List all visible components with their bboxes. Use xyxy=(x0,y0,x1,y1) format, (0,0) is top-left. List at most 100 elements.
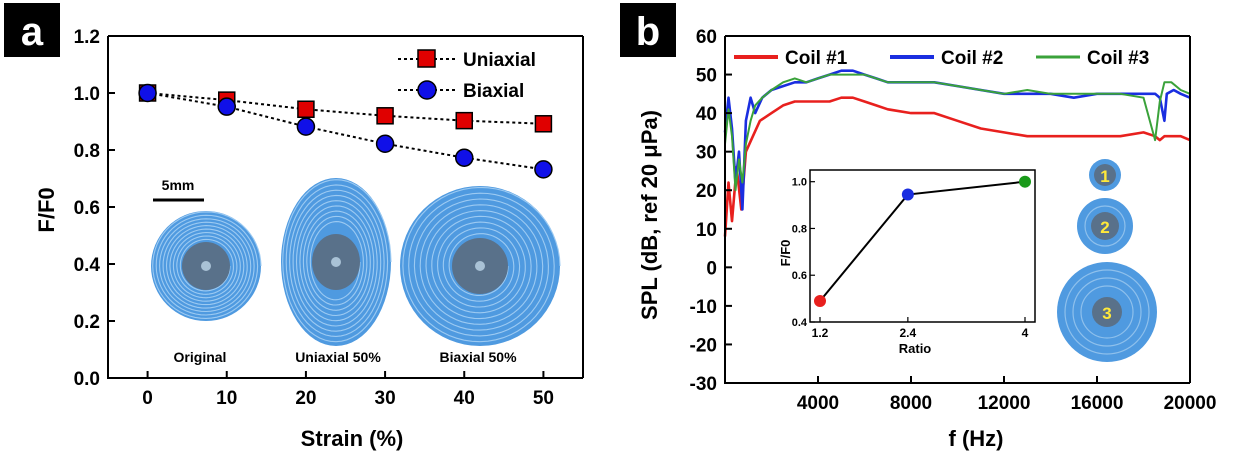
coil-3-picture: 3 xyxy=(1057,262,1157,362)
panel-a-xtick-label: 30 xyxy=(375,388,396,409)
panel-b-ylabel-group: SPL (dB, ref 20 μPa) xyxy=(637,110,662,320)
inset-frame xyxy=(809,169,1036,323)
panel-b-xtick-label: 20000 xyxy=(1164,393,1217,414)
data-point-biaxial xyxy=(138,83,157,103)
panel-a-plot-area: 0.0 0.2 0.4 0.6 0.8 1.0 1.2 0 10 20 30 40 50 xyxy=(74,27,584,409)
panel-a-xtick-label: 0 xyxy=(142,388,153,409)
spiral-line xyxy=(282,179,392,343)
panel-b-xtick-label: 4000 xyxy=(797,393,839,414)
panel-b: b -30 -20 -10 0 10 20 30 40 50 60 4000 8000 12000 160… xyxy=(620,3,1216,451)
panel-b-xlabel: f (Hz) xyxy=(949,426,1004,451)
inset-ytick-label: 1.0 xyxy=(792,177,807,189)
legend-uniaxial-marker xyxy=(417,49,436,68)
caption-biaxial: Biaxial 50% xyxy=(439,349,517,365)
panel-b-xtick-label: 16000 xyxy=(1071,393,1124,414)
coil-biaxial xyxy=(400,186,561,346)
panel-a-series-line-0 xyxy=(147,92,544,125)
scale-bar-label: 5mm xyxy=(162,177,195,193)
caption-original: Original xyxy=(174,349,227,365)
panel-b-ytick-label: 60 xyxy=(696,27,717,48)
inset-plot-area: 0.4 0.6 0.8 1.0 1.2 2.4 4 xyxy=(792,169,1036,340)
coil-1-picture: 1 xyxy=(1089,159,1121,191)
coil-2-picture: 2 xyxy=(1077,198,1133,254)
panel-a-label-box xyxy=(4,3,60,57)
inset-ylabel: F/F0 xyxy=(778,240,793,267)
data-point-uniaxial xyxy=(455,111,473,130)
panel-a-legend: Uniaxial Biaxial xyxy=(398,49,536,102)
data-point-biaxial xyxy=(375,134,395,153)
inset-xtick-label: 2.4 xyxy=(900,326,917,340)
panel-b-ytick-label: -20 xyxy=(690,335,717,356)
panel-b-label-box xyxy=(620,3,676,57)
data-point-uniaxial xyxy=(297,100,315,118)
panel-b-ytick-label: 50 xyxy=(696,66,717,87)
panel-b-xtick-label: 8000 xyxy=(890,393,932,414)
inset-ylabel-group: F/F0 xyxy=(778,240,793,267)
panel-b-xtick-label: 12000 xyxy=(978,393,1031,414)
data-point-biaxial xyxy=(217,97,236,116)
legend-biaxial-marker xyxy=(417,80,437,100)
panel-a-ylabel: F/F0 xyxy=(34,187,59,232)
panel-b-ytick-label: -30 xyxy=(690,374,717,395)
coil-2-label: 2 xyxy=(1100,218,1109,237)
inset-ytick-label: 0.6 xyxy=(792,270,807,282)
coil-original xyxy=(151,211,262,321)
inset-point-3 xyxy=(1019,175,1031,188)
panel-a-ytick-label: 0.2 xyxy=(74,312,100,333)
panel-b-coil-pictures: 1 2 3 xyxy=(1057,159,1157,362)
spiral-line xyxy=(152,211,262,319)
coil-uniaxial xyxy=(281,178,392,346)
panel-b-legend: Coil #1 Coil #2 Coil #3 xyxy=(734,48,1149,69)
panel-a-ytick-label: 0.6 xyxy=(74,198,100,219)
panel-a-ylabel-group: F/F0 xyxy=(34,187,59,232)
panel-a-xtick-label: 10 xyxy=(216,388,237,409)
panel-b-label: b xyxy=(636,10,660,54)
panel-b-ytick-label: 20 xyxy=(696,181,717,202)
caption-uniaxial: Uniaxial 50% xyxy=(295,349,381,365)
data-point-uniaxial xyxy=(376,107,394,125)
legend-coil2-label: Coil #2 xyxy=(941,48,1003,69)
panel-a-ytick-label: 1.0 xyxy=(74,84,100,105)
panel-a-ytick-label: 0.8 xyxy=(74,141,100,162)
inset-xtick-label: 1.2 xyxy=(812,326,829,340)
panel-a-coil-illustrations: 5mm Original Uniaxial 50% Bia xyxy=(151,177,561,365)
panel-a-xlabel: Strain (%) xyxy=(301,426,404,451)
legend-uniaxial-label: Uniaxial xyxy=(463,50,536,71)
panel-b-series-coil-3 xyxy=(724,73,1191,192)
panel-a-xtick-label: 40 xyxy=(454,388,475,409)
panel-b-series-coil-1 xyxy=(723,96,1191,237)
panel-b-ytick-label: 30 xyxy=(696,143,717,164)
panel-a: a 0.0 0.2 0.4 0.6 0.8 1.0 1.2 0 10 20 30 40 50 5mm O… xyxy=(4,3,584,451)
panel-a-ytick-label: 0.4 xyxy=(74,255,101,276)
panel-b-ytick-label: 40 xyxy=(696,104,717,125)
inset-point-2 xyxy=(901,188,914,201)
data-point-uniaxial xyxy=(534,115,553,133)
inset-point-1 xyxy=(814,294,826,307)
legend-coil3-label: Coil #3 xyxy=(1087,48,1149,69)
spiral-line xyxy=(402,186,561,343)
panel-b-inset: 0.4 0.6 0.8 1.0 1.2 2.4 4 Ratio F/F0 xyxy=(760,164,1054,356)
panel-a-ytick-label: 1.2 xyxy=(74,27,100,48)
inset-ytick-label: 0.8 xyxy=(792,223,807,235)
panel-a-ytick-label: 0.0 xyxy=(74,369,100,390)
inset-xtick-label: 4 xyxy=(1022,326,1029,340)
data-point-biaxial xyxy=(455,148,474,167)
legend-biaxial-label: Biaxial xyxy=(463,81,524,102)
panel-a-series-line-1 xyxy=(147,92,544,171)
panel-a-label: a xyxy=(21,10,44,54)
panel-b-ytick-label: -10 xyxy=(690,297,717,318)
panel-a-xtick-label: 20 xyxy=(295,388,316,409)
panel-b-ylabel: SPL (dB, ref 20 μPa) xyxy=(637,110,662,320)
coil-1-label: 1 xyxy=(1100,167,1109,186)
legend-coil1-label: Coil #1 xyxy=(785,48,848,69)
panel-a-xtick-label: 50 xyxy=(533,388,554,409)
data-point-biaxial xyxy=(296,117,316,136)
inset-xlabel: Ratio xyxy=(899,341,932,356)
coil-3-label: 3 xyxy=(1102,304,1111,323)
data-point-biaxial xyxy=(534,160,553,179)
panel-b-ytick-label: 10 xyxy=(696,220,717,241)
panel-b-ytick-label: 0 xyxy=(706,258,717,279)
panel-b-plot-area: -30 -20 -10 0 10 20 30 40 50 60 4000 8000 12000 16000… xyxy=(690,27,1217,414)
inset-ytick-label: 0.4 xyxy=(792,317,808,329)
